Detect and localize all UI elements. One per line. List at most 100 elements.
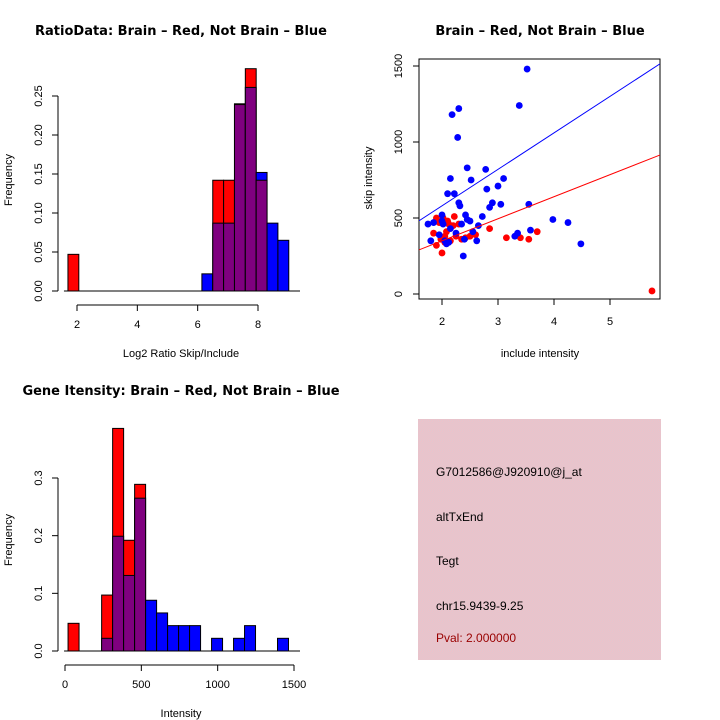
ratio-chart-title: RatioData: Brain – Red, Not Brain – Blue	[35, 24, 327, 39]
not-brain-point	[455, 105, 463, 112]
x-tick-label: 2	[439, 316, 445, 328]
brain-point	[648, 287, 656, 295]
y-tick-label: 0.10	[33, 202, 45, 223]
y-tick-label: 0.05	[33, 241, 45, 262]
y-tick-label: 0.0	[33, 643, 45, 658]
x-tick-label: 3	[495, 316, 501, 328]
intensity-histogram-panel: Gene Itensity: Brain – Red, Not Brain – …	[3, 384, 340, 720]
not-brain-point	[478, 213, 486, 220]
not-brain-point	[454, 134, 462, 141]
location-text: chr15.9439-9.25	[436, 599, 524, 613]
y-tick-label: 0.3	[33, 470, 45, 485]
y-tick-label: 0.00	[33, 280, 45, 301]
brain-point	[486, 225, 493, 233]
overlap-bar	[212, 222, 225, 292]
not-brain-point	[500, 175, 507, 182]
not-brain-bar	[201, 273, 214, 292]
overlap-bar	[101, 637, 114, 652]
x-tick-label: 8	[255, 319, 261, 331]
x-tick-label: 500	[132, 679, 150, 691]
x-tick-label: 1000	[205, 679, 229, 691]
intensity-x-axis-label: Intensity	[161, 708, 202, 720]
x-tick-label: 6	[195, 319, 201, 331]
x-tick-label: 1500	[282, 679, 306, 691]
not-brain-point	[435, 231, 443, 239]
scatter-x-axis-label: include intensity	[501, 348, 580, 360]
not-brain-bar	[277, 239, 290, 292]
x-tick-label: 0	[62, 679, 68, 691]
y-tick-label: 1000	[393, 130, 405, 154]
not-brain-point	[448, 111, 456, 119]
not-brain-point	[515, 102, 523, 109]
not-brain-bar	[277, 637, 290, 652]
not-brain-point	[438, 211, 446, 219]
gene-name-text: Tegt	[436, 554, 459, 568]
brain-bar	[67, 622, 80, 652]
overlap-bar	[112, 535, 125, 652]
not-brain-point	[450, 190, 458, 198]
x-tick-label: 4	[134, 319, 140, 331]
brain-regression-line	[419, 154, 660, 251]
overlap-bar	[123, 574, 136, 652]
x-tick-label: 5	[607, 316, 613, 328]
not-brain-bar	[189, 625, 202, 652]
not-brain-point	[497, 200, 505, 208]
not-brain-bar	[266, 222, 279, 292]
brain-bar	[67, 253, 80, 292]
not-brain-point	[483, 185, 491, 193]
not-brain-point	[577, 240, 585, 248]
brain-point	[503, 234, 510, 242]
not-brain-point	[444, 190, 451, 198]
y-tick-label: 0.2	[33, 528, 45, 543]
brain-point	[525, 235, 533, 243]
y-tick-label: 0.20	[33, 124, 45, 145]
brain-point	[438, 249, 446, 257]
pval-text: Pval: 2.000000	[436, 631, 516, 645]
not-brain-point	[489, 199, 496, 207]
ratio-x-axis-label: Log2 Ratio Skip/Include	[123, 348, 239, 360]
x-tick-label: 4	[551, 316, 557, 328]
intensity-y-axis-label: Frequency	[3, 514, 15, 566]
not-brain-point	[564, 219, 572, 226]
not-brain-point	[456, 202, 464, 210]
info-panel: G7012586@J920910@j_at altTxEnd Tegt chr1…	[418, 419, 661, 660]
not-brain-point	[430, 219, 437, 226]
not-brain-point	[549, 216, 557, 223]
y-tick-label: 0	[393, 291, 405, 297]
not-brain-bar	[156, 612, 169, 652]
y-tick-label: 0.15	[33, 163, 45, 184]
not-brain-point	[467, 176, 475, 184]
not-brain-bar	[244, 625, 257, 652]
overlap-bar	[255, 179, 268, 292]
not-brain-bar	[233, 637, 246, 652]
overlap-bar	[134, 497, 147, 652]
not-brain-bar	[167, 625, 180, 652]
overlap-bar	[244, 86, 257, 292]
not-brain-point	[469, 228, 477, 236]
not-brain-bar	[145, 599, 158, 652]
ratio-histogram-panel: RatioData: Brain – Red, Not Brain – Blue…	[3, 24, 327, 360]
not-brain-point	[427, 237, 435, 245]
info-panel-background	[418, 419, 661, 660]
not-brain-point	[494, 182, 502, 190]
not-brain-bar	[178, 625, 191, 652]
probe-id-text: G7012586@J920910@j_at	[436, 465, 582, 479]
scatter-plot-panel: Brain – Red, Not Brain – Blue include in…	[363, 24, 661, 360]
overlap-bar	[233, 104, 246, 292]
intensity-chart-title: Gene Itensity: Brain – Red, Not Brain – …	[22, 384, 339, 399]
not-brain-bar	[211, 637, 224, 652]
scatter-chart-title: Brain – Red, Not Brain – Blue	[435, 24, 644, 39]
brain-point	[533, 228, 541, 236]
brain-point	[450, 213, 458, 220]
not-brain-point	[439, 220, 447, 228]
not-brain-point	[458, 220, 465, 228]
x-tick-label: 2	[74, 319, 80, 331]
not-brain-point	[473, 237, 481, 245]
event-type-text: altTxEnd	[436, 510, 483, 524]
plot-frame	[418, 58, 661, 300]
y-tick-label: 500	[393, 209, 405, 227]
ratio-y-axis-label: Frequency	[3, 154, 15, 206]
not-brain-point	[447, 175, 454, 182]
not-brain-regression-line	[419, 63, 660, 222]
